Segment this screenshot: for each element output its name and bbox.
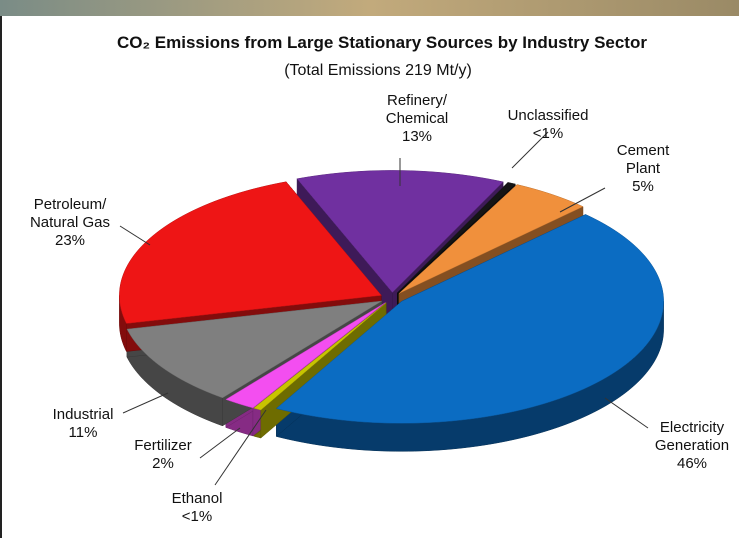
slice bbox=[296, 170, 504, 293]
banner bbox=[0, 0, 739, 16]
leader-line bbox=[119, 225, 151, 246]
slice-label: Electricity Generation bbox=[655, 419, 729, 454]
slice-label: Refinery/Chemical bbox=[386, 92, 449, 127]
value-label: <1% bbox=[533, 125, 563, 142]
slice-label: Petroleum/Natural Gas bbox=[30, 196, 110, 231]
leader-line bbox=[511, 131, 549, 169]
leader-line bbox=[559, 187, 606, 213]
slice-label: Industrial bbox=[53, 406, 114, 423]
leader-line bbox=[199, 427, 241, 459]
slice bbox=[253, 302, 387, 411]
slice-label: Ethanol bbox=[172, 490, 223, 507]
slice bbox=[225, 302, 386, 409]
leader-line bbox=[604, 397, 649, 429]
value-label: 13% bbox=[402, 128, 432, 145]
slice-label: Fertilizer bbox=[134, 437, 192, 454]
slice bbox=[275, 214, 664, 424]
leader-line bbox=[122, 392, 169, 414]
chart-title: CO₂ Emissions from Large Stationary Sour… bbox=[117, 33, 647, 52]
value-label: <1% bbox=[182, 508, 212, 525]
chart-subtitle: (Total Emissions 219 Mt/y) bbox=[284, 62, 472, 79]
value-label: 2% bbox=[152, 455, 174, 472]
slice-label: Unclassified bbox=[508, 107, 589, 124]
leader-line bbox=[214, 409, 267, 486]
slice bbox=[397, 182, 516, 294]
value-label: 23% bbox=[55, 232, 85, 249]
slice-label: Cement Plant bbox=[617, 142, 670, 177]
slice bbox=[119, 181, 382, 324]
value-label: 46% bbox=[677, 455, 707, 472]
value-label: 11% bbox=[69, 424, 98, 441]
value-label: 5% bbox=[632, 178, 654, 195]
slice bbox=[126, 300, 383, 399]
